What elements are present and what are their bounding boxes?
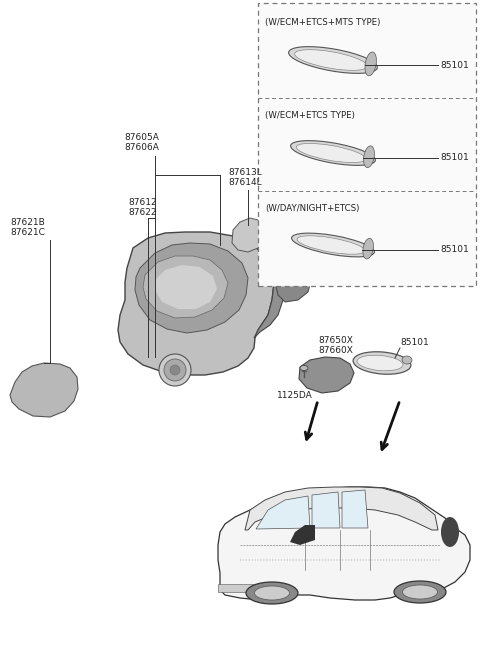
Text: 87612: 87612 [128,198,156,207]
Ellipse shape [288,47,377,74]
Ellipse shape [402,356,412,364]
Text: 85101: 85101 [440,154,469,162]
Ellipse shape [441,517,459,547]
Ellipse shape [254,586,289,600]
Text: 87613L: 87613L [228,168,262,177]
Polygon shape [232,218,265,252]
Ellipse shape [297,236,365,254]
Ellipse shape [170,365,180,375]
Ellipse shape [295,50,367,70]
Text: (W/ECM+ETCS TYPE): (W/ECM+ETCS TYPE) [265,111,355,120]
Ellipse shape [403,585,437,599]
Ellipse shape [159,354,191,386]
Text: 85101: 85101 [440,246,469,254]
Bar [218,584,253,592]
Text: 85101: 85101 [440,60,469,70]
Text: 87622: 87622 [128,208,156,217]
Polygon shape [254,244,287,338]
Ellipse shape [292,233,374,257]
Polygon shape [118,232,274,375]
Ellipse shape [296,143,366,162]
Polygon shape [275,260,312,302]
Ellipse shape [261,228,275,240]
Polygon shape [218,487,470,600]
Text: 87621B: 87621B [10,218,45,227]
Text: 87605A: 87605A [125,133,159,142]
Text: 87614L: 87614L [228,178,262,187]
Ellipse shape [290,141,375,166]
Ellipse shape [363,238,373,259]
Polygon shape [312,492,340,528]
Polygon shape [342,490,368,528]
Polygon shape [135,243,248,333]
Polygon shape [256,496,310,529]
Text: 87606A: 87606A [125,143,159,152]
Ellipse shape [365,52,376,76]
Ellipse shape [300,365,308,371]
Bar [258,3,476,286]
Text: 85101: 85101 [400,338,429,347]
Polygon shape [10,363,78,417]
Text: 87660X: 87660X [318,346,353,355]
Polygon shape [290,525,315,545]
Text: (W/DAY/NIGHT+ETCS): (W/DAY/NIGHT+ETCS) [265,204,360,213]
Text: (W/ECM+ETCS+MTS TYPE): (W/ECM+ETCS+MTS TYPE) [265,18,380,27]
Ellipse shape [394,581,446,603]
Polygon shape [299,357,354,393]
Polygon shape [245,487,438,530]
Text: 1125DA: 1125DA [277,391,313,400]
Ellipse shape [164,359,186,381]
Text: 87650X: 87650X [318,336,353,345]
Ellipse shape [353,351,411,374]
Polygon shape [155,265,217,309]
Polygon shape [143,256,228,318]
Ellipse shape [357,355,403,371]
Ellipse shape [246,582,298,604]
Ellipse shape [363,146,374,168]
Text: 87621C: 87621C [10,228,45,237]
